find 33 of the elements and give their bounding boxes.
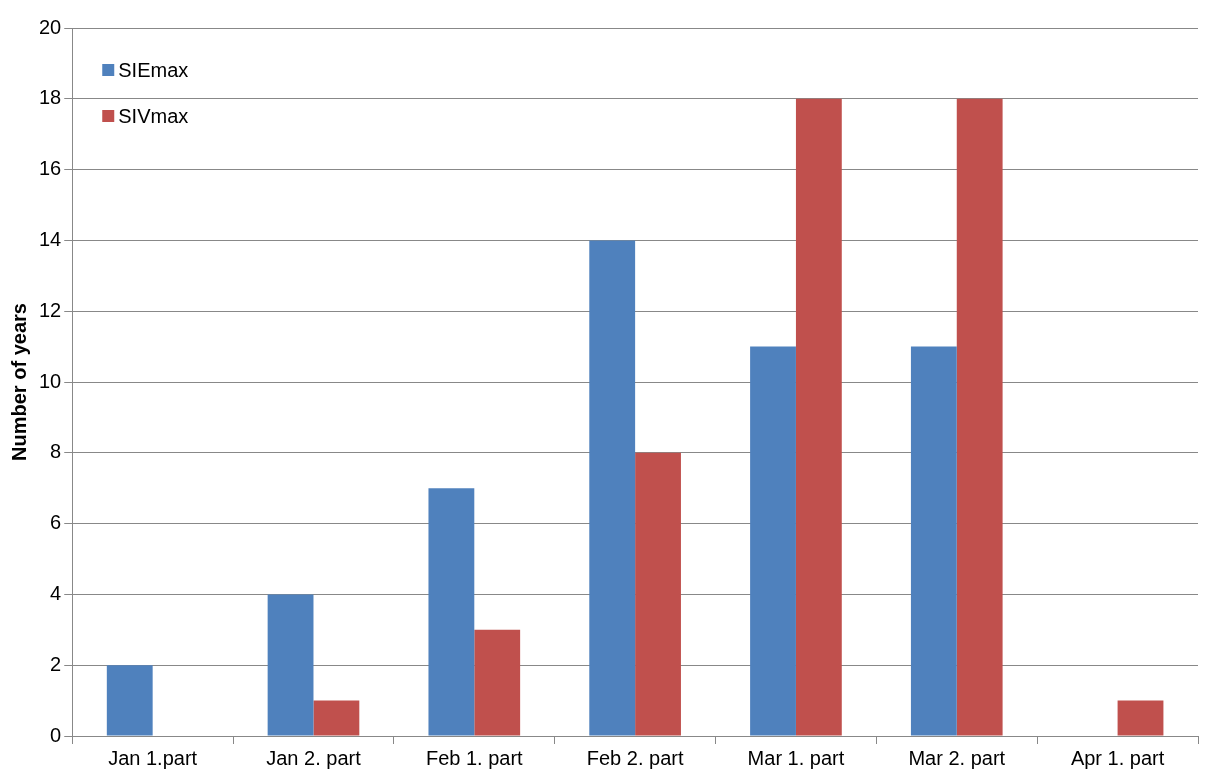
- y-tick-label: 18: [39, 86, 62, 109]
- y-tick-label: 2: [50, 652, 62, 675]
- y-tick-label: 10: [39, 369, 62, 392]
- bar: [795, 98, 842, 736]
- legend-label: SIEmax: [118, 58, 189, 81]
- bar: [428, 488, 475, 736]
- x-tick-label: Mar 1. part: [747, 746, 845, 769]
- y-axis-title: Number of years: [7, 303, 30, 461]
- bar: [910, 346, 957, 736]
- y-tick-label: 14: [39, 227, 62, 250]
- y-tick-label: 16: [39, 157, 62, 180]
- bar: [956, 98, 1003, 736]
- bar: [635, 452, 681, 736]
- x-tick-label: Jan 1.part: [108, 746, 198, 769]
- bar: [313, 700, 360, 736]
- y-tick-label: 0: [50, 723, 62, 746]
- x-tick-label: Apr 1. part: [1070, 746, 1165, 769]
- legend-label: SIVmax: [118, 104, 189, 127]
- x-tick-label: Mar 2. part: [908, 746, 1006, 769]
- bar: [1117, 700, 1164, 736]
- y-tick-label: 12: [39, 298, 62, 321]
- x-tick-label: Feb 2. part: [586, 746, 684, 769]
- bar: [267, 594, 314, 736]
- bar: [106, 665, 153, 736]
- y-tick-label: 20: [39, 15, 62, 38]
- y-tick-label: 4: [50, 581, 62, 604]
- x-tick-label: Feb 1. part: [425, 746, 524, 769]
- x-tick-label: Jan 2. part: [266, 746, 362, 769]
- bar: [589, 240, 636, 736]
- bar: [750, 346, 796, 736]
- y-tick-label: 6: [50, 511, 62, 534]
- bar: [474, 629, 521, 736]
- y-tick-label: 8: [50, 440, 62, 463]
